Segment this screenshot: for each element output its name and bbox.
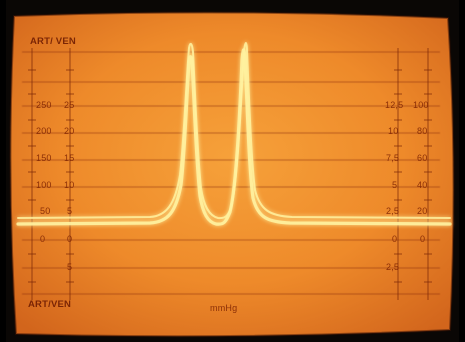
left-inner-tick: 5: [67, 262, 73, 272]
right-outer-tick: 0: [420, 234, 426, 244]
left-outer-tick: 150: [36, 153, 52, 163]
left-outer-tick: 0: [40, 234, 46, 244]
left-inner-tick: 15: [64, 153, 75, 163]
right-outer-tick: 20: [417, 206, 428, 216]
right-inner-tick: 7,5: [386, 153, 400, 163]
left-inner-tick: 25: [64, 100, 75, 110]
right-inner-tick: 2,5: [386, 206, 400, 216]
left-outer-tick: 200: [36, 126, 52, 136]
right-outer-tick: 100: [413, 100, 429, 110]
left-inner-tick: 10: [64, 180, 75, 190]
right-outer-tick: 80: [417, 126, 428, 136]
right-inner-tick: 5: [392, 180, 398, 190]
bottom-left-label: ART/VEN: [28, 299, 72, 310]
top-left-label: ART/ VEN: [30, 36, 76, 47]
right-inner-tick: 10: [388, 126, 399, 136]
left-outer-tick: 250: [36, 100, 52, 110]
right-inner-tick: 12,5: [385, 100, 404, 110]
left-outer-tick: 50: [40, 206, 51, 216]
right-outer-tick: 60: [417, 153, 428, 163]
left-outer-tick: 100: [36, 180, 52, 190]
right-inner-tick: 0: [392, 234, 398, 244]
right-outer-tick: 40: [417, 180, 428, 190]
left-inner-tick: 0: [67, 234, 73, 244]
unit-label: mmHg: [210, 303, 238, 313]
left-inner-tick: 20: [64, 126, 75, 136]
right-inner-tick: 2,5: [386, 262, 400, 272]
left-inner-tick: 5: [67, 206, 73, 216]
pressure-waveform: [16, 42, 452, 226]
crt-screen: [10, 12, 454, 337]
